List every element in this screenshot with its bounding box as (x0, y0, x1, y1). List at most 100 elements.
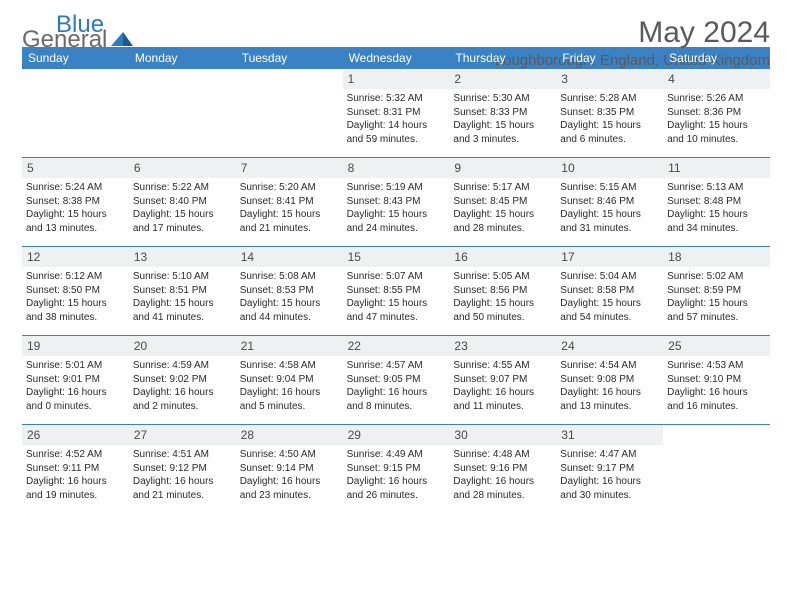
sunset-text: Sunset: 9:08 PM (560, 373, 659, 387)
day-cell (663, 425, 770, 513)
day-cell: 27Sunrise: 4:51 AMSunset: 9:12 PMDayligh… (129, 425, 236, 513)
sunrise-text: Sunrise: 4:49 AM (347, 448, 446, 462)
daylight-line2: and 23 minutes. (240, 489, 339, 503)
sunset-text: Sunset: 8:36 PM (667, 106, 766, 120)
daylight-line2: and 28 minutes. (453, 489, 552, 503)
day-number: 10 (556, 158, 663, 178)
daylight-line1: Daylight: 16 hours (240, 386, 339, 400)
sunset-text: Sunset: 8:51 PM (133, 284, 232, 298)
day-cell: 12Sunrise: 5:12 AMSunset: 8:50 PMDayligh… (22, 247, 129, 335)
sunset-text: Sunset: 8:31 PM (347, 106, 446, 120)
daylight-line1: Daylight: 16 hours (133, 386, 232, 400)
day-cell: 4Sunrise: 5:26 AMSunset: 8:36 PMDaylight… (663, 69, 770, 157)
sunrise-text: Sunrise: 4:59 AM (133, 359, 232, 373)
day-number: 22 (343, 336, 450, 356)
daylight-line1: Daylight: 16 hours (347, 475, 446, 489)
daylight-line1: Daylight: 16 hours (453, 386, 552, 400)
day-cell: 26Sunrise: 4:52 AMSunset: 9:11 PMDayligh… (22, 425, 129, 513)
day-cell (236, 69, 343, 157)
dow-wednesday: Wednesday (343, 47, 450, 69)
daylight-line2: and 34 minutes. (667, 222, 766, 236)
daylight-line1: Daylight: 16 hours (560, 386, 659, 400)
day-cell: 5Sunrise: 5:24 AMSunset: 8:38 PMDaylight… (22, 158, 129, 246)
day-of-week-row: Sunday Monday Tuesday Wednesday Thursday… (22, 47, 770, 69)
sunset-text: Sunset: 8:58 PM (560, 284, 659, 298)
daylight-line1: Daylight: 16 hours (26, 475, 125, 489)
daylight-line1: Daylight: 16 hours (240, 475, 339, 489)
dow-tuesday: Tuesday (236, 47, 343, 69)
sunset-text: Sunset: 8:40 PM (133, 195, 232, 209)
sunset-text: Sunset: 9:02 PM (133, 373, 232, 387)
day-cell (22, 69, 129, 157)
day-number: 3 (556, 69, 663, 89)
day-cell: 24Sunrise: 4:54 AMSunset: 9:08 PMDayligh… (556, 336, 663, 424)
daylight-line1: Daylight: 15 hours (26, 208, 125, 222)
daylight-line1: Daylight: 16 hours (453, 475, 552, 489)
sunrise-text: Sunrise: 5:10 AM (133, 270, 232, 284)
day-cell (129, 69, 236, 157)
day-number: 17 (556, 247, 663, 267)
day-number: 5 (22, 158, 129, 178)
dow-friday: Friday (556, 47, 663, 69)
day-number: 27 (129, 425, 236, 445)
sunrise-text: Sunrise: 5:04 AM (560, 270, 659, 284)
daylight-line2: and 44 minutes. (240, 311, 339, 325)
sunset-text: Sunset: 8:56 PM (453, 284, 552, 298)
week-row: 5Sunrise: 5:24 AMSunset: 8:38 PMDaylight… (22, 157, 770, 246)
day-cell: 1Sunrise: 5:32 AMSunset: 8:31 PMDaylight… (343, 69, 450, 157)
day-number: 26 (22, 425, 129, 445)
daylight-line2: and 21 minutes. (133, 489, 232, 503)
daylight-line2: and 16 minutes. (667, 400, 766, 414)
daylight-line1: Daylight: 15 hours (133, 208, 232, 222)
day-cell: 16Sunrise: 5:05 AMSunset: 8:56 PMDayligh… (449, 247, 556, 335)
sunrise-text: Sunrise: 4:52 AM (26, 448, 125, 462)
sunrise-text: Sunrise: 5:13 AM (667, 181, 766, 195)
week-row: 1Sunrise: 5:32 AMSunset: 8:31 PMDaylight… (22, 69, 770, 157)
day-number: 28 (236, 425, 343, 445)
daylight-line1: Daylight: 15 hours (347, 297, 446, 311)
daylight-line2: and 0 minutes. (26, 400, 125, 414)
day-number: 31 (556, 425, 663, 445)
daylight-line1: Daylight: 16 hours (26, 386, 125, 400)
sunrise-text: Sunrise: 4:58 AM (240, 359, 339, 373)
sunrise-text: Sunrise: 4:57 AM (347, 359, 446, 373)
sunrise-text: Sunrise: 5:05 AM (453, 270, 552, 284)
sunset-text: Sunset: 8:46 PM (560, 195, 659, 209)
day-cell: 18Sunrise: 5:02 AMSunset: 8:59 PMDayligh… (663, 247, 770, 335)
daylight-line2: and 54 minutes. (560, 311, 659, 325)
sunset-text: Sunset: 9:05 PM (347, 373, 446, 387)
daylight-line1: Daylight: 15 hours (453, 208, 552, 222)
sunrise-text: Sunrise: 4:55 AM (453, 359, 552, 373)
sunrise-text: Sunrise: 5:07 AM (347, 270, 446, 284)
daylight-line2: and 21 minutes. (240, 222, 339, 236)
day-cell: 22Sunrise: 4:57 AMSunset: 9:05 PMDayligh… (343, 336, 450, 424)
sunrise-text: Sunrise: 5:30 AM (453, 92, 552, 106)
day-number: 21 (236, 336, 343, 356)
daylight-line2: and 31 minutes. (560, 222, 659, 236)
daylight-line2: and 13 minutes. (560, 400, 659, 414)
daylight-line1: Daylight: 15 hours (667, 208, 766, 222)
daylight-line1: Daylight: 15 hours (240, 297, 339, 311)
daylight-line2: and 10 minutes. (667, 133, 766, 147)
day-cell: 9Sunrise: 5:17 AMSunset: 8:45 PMDaylight… (449, 158, 556, 246)
daylight-line2: and 19 minutes. (26, 489, 125, 503)
day-number: 30 (449, 425, 556, 445)
daylight-line2: and 2 minutes. (133, 400, 232, 414)
day-cell: 11Sunrise: 5:13 AMSunset: 8:48 PMDayligh… (663, 158, 770, 246)
day-number: 1 (343, 69, 450, 89)
sunrise-text: Sunrise: 4:54 AM (560, 359, 659, 373)
sunrise-text: Sunrise: 5:19 AM (347, 181, 446, 195)
daylight-line1: Daylight: 15 hours (26, 297, 125, 311)
day-number: 9 (449, 158, 556, 178)
sunset-text: Sunset: 9:10 PM (667, 373, 766, 387)
daylight-line1: Daylight: 15 hours (347, 208, 446, 222)
sunset-text: Sunset: 9:16 PM (453, 462, 552, 476)
sunset-text: Sunset: 9:12 PM (133, 462, 232, 476)
day-cell: 30Sunrise: 4:48 AMSunset: 9:16 PMDayligh… (449, 425, 556, 513)
daylight-line2: and 17 minutes. (133, 222, 232, 236)
daylight-line2: and 57 minutes. (667, 311, 766, 325)
day-number: 2 (449, 69, 556, 89)
day-cell: 2Sunrise: 5:30 AMSunset: 8:33 PMDaylight… (449, 69, 556, 157)
sunrise-text: Sunrise: 4:51 AM (133, 448, 232, 462)
day-cell: 10Sunrise: 5:15 AMSunset: 8:46 PMDayligh… (556, 158, 663, 246)
